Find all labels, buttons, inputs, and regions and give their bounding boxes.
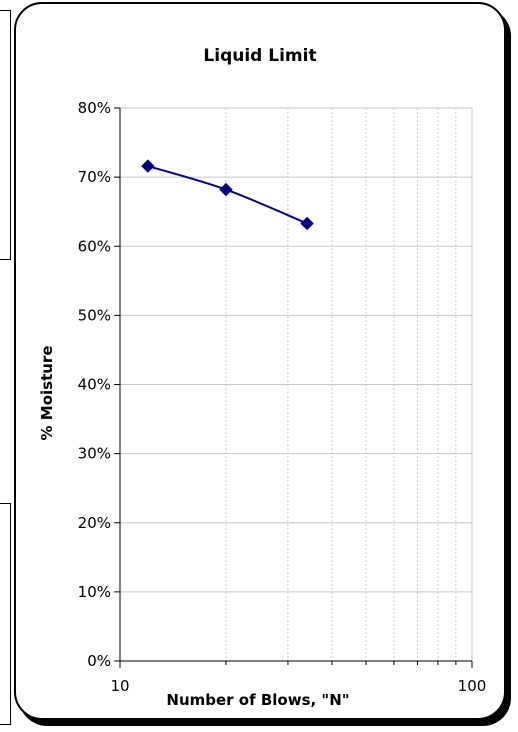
y-tick-label: 30% bbox=[78, 445, 111, 463]
x-tick-label: 10 bbox=[110, 677, 129, 695]
y-axis-title: % Moisture bbox=[38, 346, 56, 441]
y-tick-label: 50% bbox=[78, 306, 111, 324]
chart-frame: Liquid Limit 0% 10% 20% 30% 40% 50% 60% 70% 80% 1… bbox=[14, 2, 506, 720]
grid bbox=[120, 108, 472, 661]
y-tick-label: 40% bbox=[78, 376, 111, 394]
data-point bbox=[301, 217, 313, 229]
data-series bbox=[142, 160, 313, 229]
y-tick-label: 10% bbox=[78, 583, 111, 601]
y-tick-label: 20% bbox=[78, 514, 111, 532]
tick-labels: 0% 10% 20% 30% 40% 50% 60% 70% 80% 10 100 bbox=[78, 99, 487, 695]
data-point bbox=[142, 160, 154, 172]
y-tick-label: 60% bbox=[78, 237, 111, 255]
x-axis-title: Number of Blows, "N" bbox=[166, 691, 349, 709]
side-panel-border-top bbox=[0, 10, 11, 260]
y-tick-label: 70% bbox=[78, 168, 111, 186]
data-point bbox=[220, 184, 232, 196]
chart-area: Liquid Limit 0% 10% 20% 30% 40% 50% 60% 70% 80% 1… bbox=[16, 4, 508, 722]
axes bbox=[114, 108, 472, 668]
x-tick-label: 100 bbox=[458, 677, 487, 695]
y-tick-label: 0% bbox=[87, 652, 111, 670]
y-tick-label: 80% bbox=[78, 99, 111, 117]
chart-title: Liquid Limit bbox=[203, 46, 316, 66]
side-panel-border-bottom bbox=[0, 503, 11, 725]
